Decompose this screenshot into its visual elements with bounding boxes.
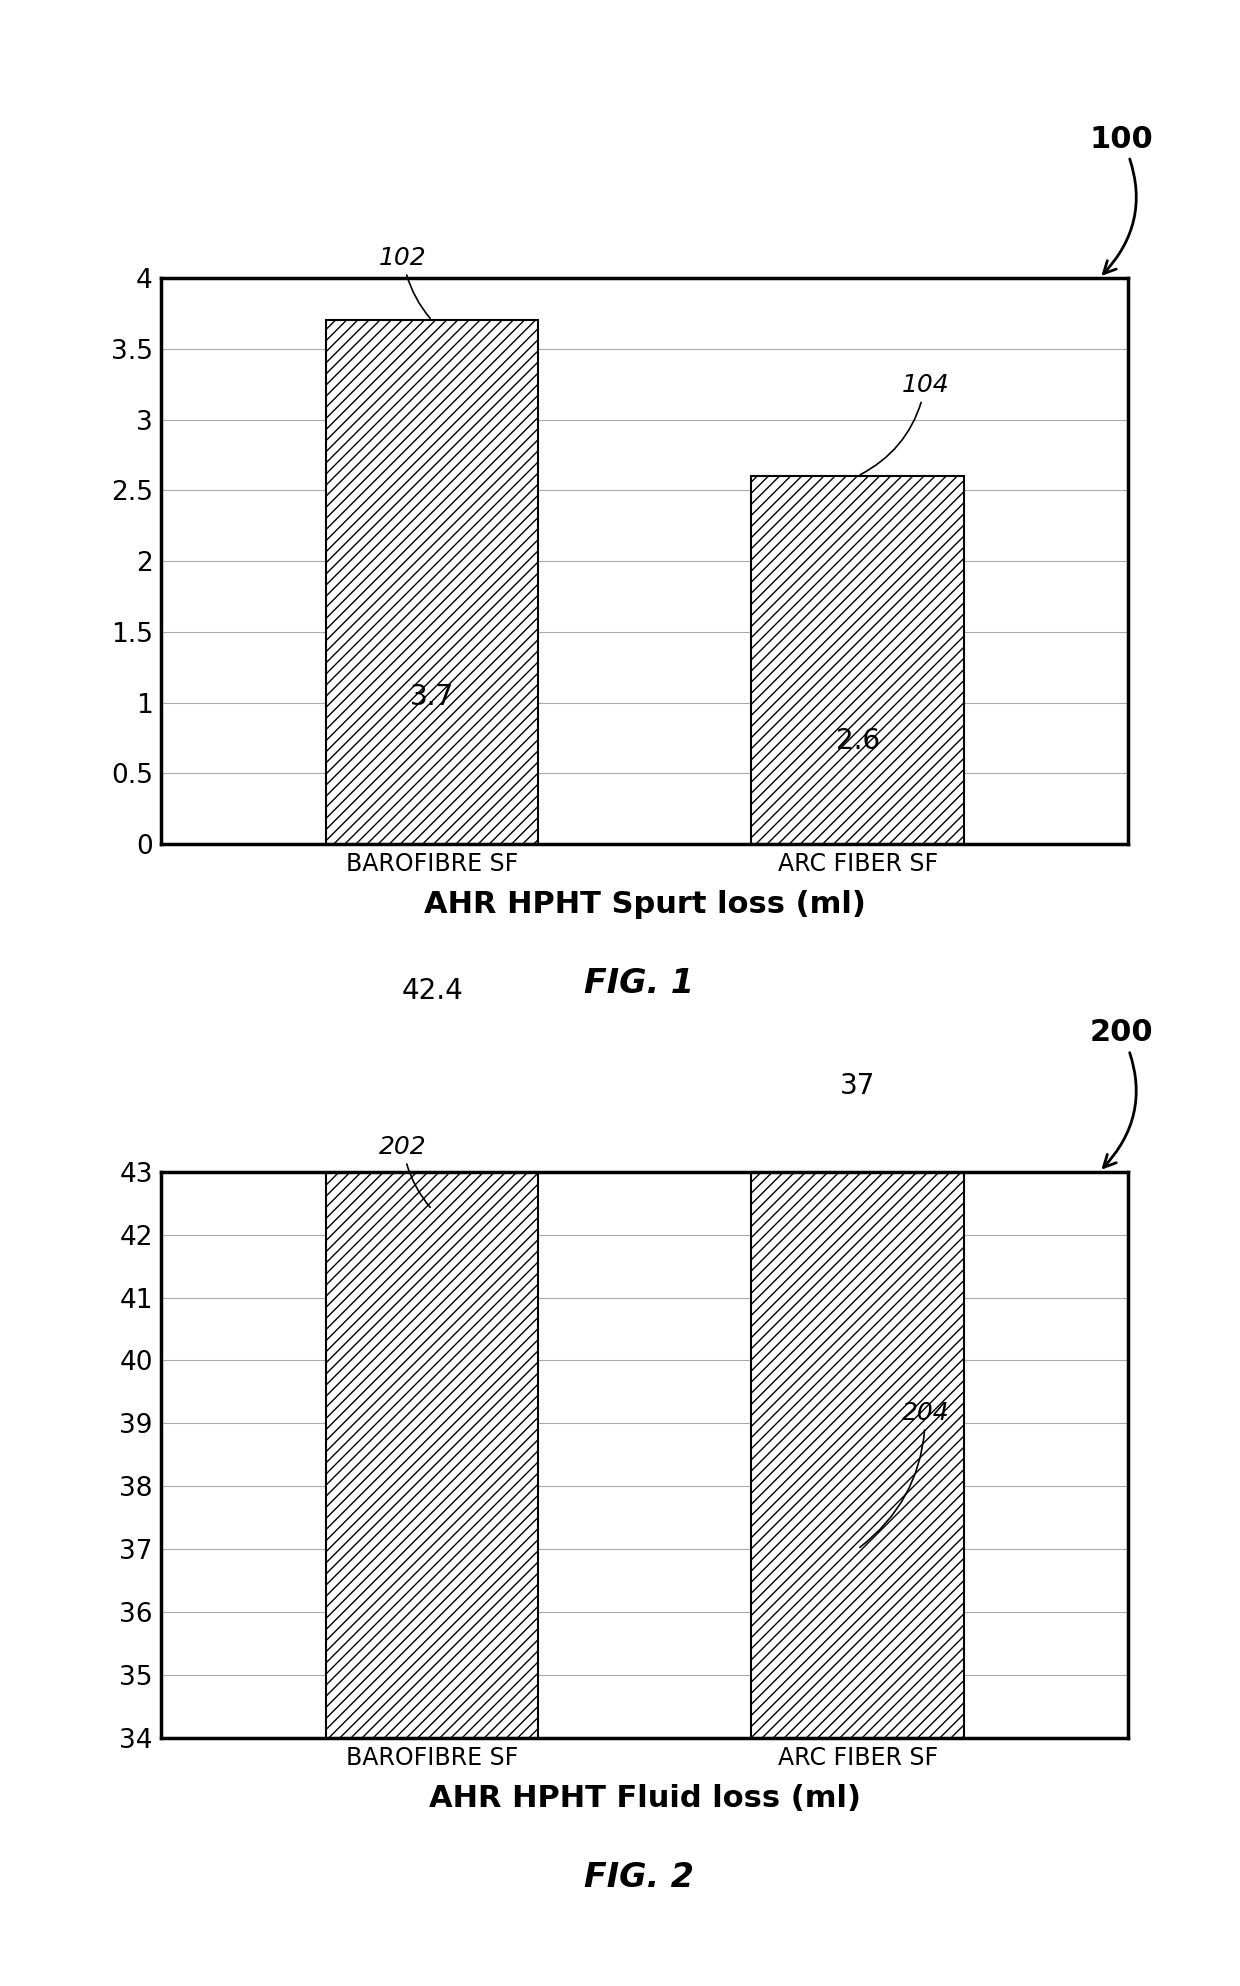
Text: FIG. 2: FIG. 2 — [584, 1861, 693, 1895]
Text: 104: 104 — [861, 373, 949, 475]
X-axis label: AHR HPHT Spurt loss (ml): AHR HPHT Spurt loss (ml) — [424, 890, 866, 920]
Text: 42.4: 42.4 — [402, 977, 463, 1005]
Text: 37: 37 — [839, 1072, 875, 1100]
X-axis label: AHR HPHT Fluid loss (ml): AHR HPHT Fluid loss (ml) — [429, 1783, 861, 1813]
Text: 2.6: 2.6 — [836, 727, 879, 755]
Text: FIG. 1: FIG. 1 — [584, 967, 693, 1001]
Text: 200: 200 — [1090, 1019, 1153, 1168]
Bar — [751, 477, 963, 844]
Bar — [751, 0, 963, 1738]
Text: 202: 202 — [379, 1134, 430, 1207]
Text: 100: 100 — [1090, 125, 1153, 274]
Text: 204: 204 — [859, 1400, 949, 1547]
Text: 102: 102 — [379, 246, 430, 318]
Bar — [326, 0, 538, 1738]
Text: 3.7: 3.7 — [410, 683, 454, 711]
Bar — [326, 320, 538, 844]
